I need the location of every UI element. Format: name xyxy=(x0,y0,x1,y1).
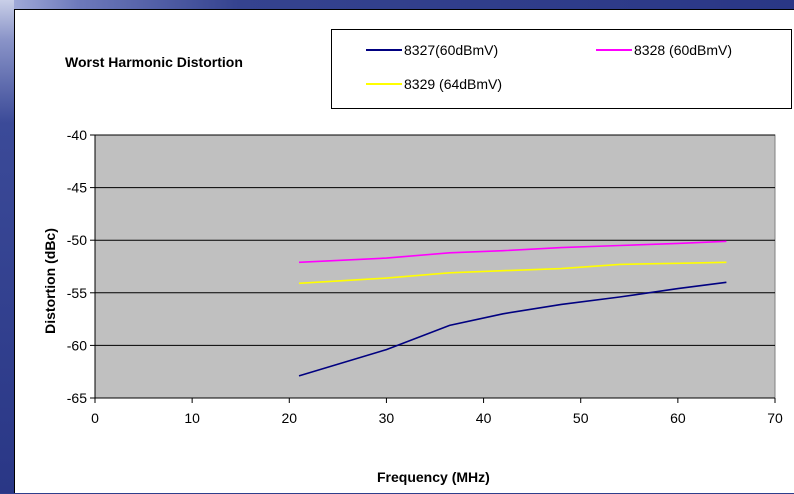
legend-label-8329: 8329 (64dBmV) xyxy=(404,76,503,92)
x-tick-label: 70 xyxy=(767,410,783,426)
legend-label-8327: 8327(60dBmV) xyxy=(404,42,499,58)
y-tick-label: -65 xyxy=(67,390,87,406)
y-tick-label: -45 xyxy=(67,180,87,196)
plot-background xyxy=(94,134,776,399)
y-tick-label: -60 xyxy=(67,337,87,353)
legend-swatch-8327 xyxy=(366,49,402,51)
x-tick-label: 0 xyxy=(91,410,99,426)
x-tick-label: 20 xyxy=(281,410,297,426)
chart-title: Worst Harmonic Distortion xyxy=(65,54,243,70)
legend-item-8329: 8329 (64dBmV) xyxy=(366,76,502,92)
y-axis-label: Distortion (dBc) xyxy=(42,228,58,334)
legend-label-8328: 8328 (60dBmV) xyxy=(634,42,733,58)
x-tick-label: 10 xyxy=(184,410,200,426)
slide-top-border xyxy=(0,0,794,9)
chart-panel: -40 -45 -50 -55 -60 -65 0 10 20 30 40 50 60 70 Worst … xyxy=(14,9,794,493)
x-tick-label: 30 xyxy=(379,410,395,426)
x-tick-label: 40 xyxy=(476,410,492,426)
x-tick-label: 60 xyxy=(670,410,686,426)
legend-item-8327: 8327(60dBmV) xyxy=(366,42,498,58)
series-line-2 xyxy=(298,261,727,285)
y-tick-label: -55 xyxy=(67,285,87,301)
y-tick-label: -50 xyxy=(67,232,87,248)
x-tick-label: 50 xyxy=(573,410,589,426)
legend-swatch-8328 xyxy=(596,49,632,51)
series-line-1 xyxy=(298,240,727,264)
slide-side-border xyxy=(0,0,14,493)
y-tick-label: -40 xyxy=(67,127,87,143)
chart-legend: 8327(60dBmV) 8328 (60dBmV) 8329 (64dBmV) xyxy=(331,29,792,109)
series-line-0 xyxy=(298,281,727,377)
legend-swatch-8329 xyxy=(366,83,402,85)
chart-plot: -40 -45 -50 -55 -60 -650 10 20 30 40 50 60 70 xyxy=(67,127,783,426)
x-axis-label: Frequency (MHz) xyxy=(377,469,490,485)
legend-item-8328: 8328 (60dBmV) xyxy=(596,42,732,58)
